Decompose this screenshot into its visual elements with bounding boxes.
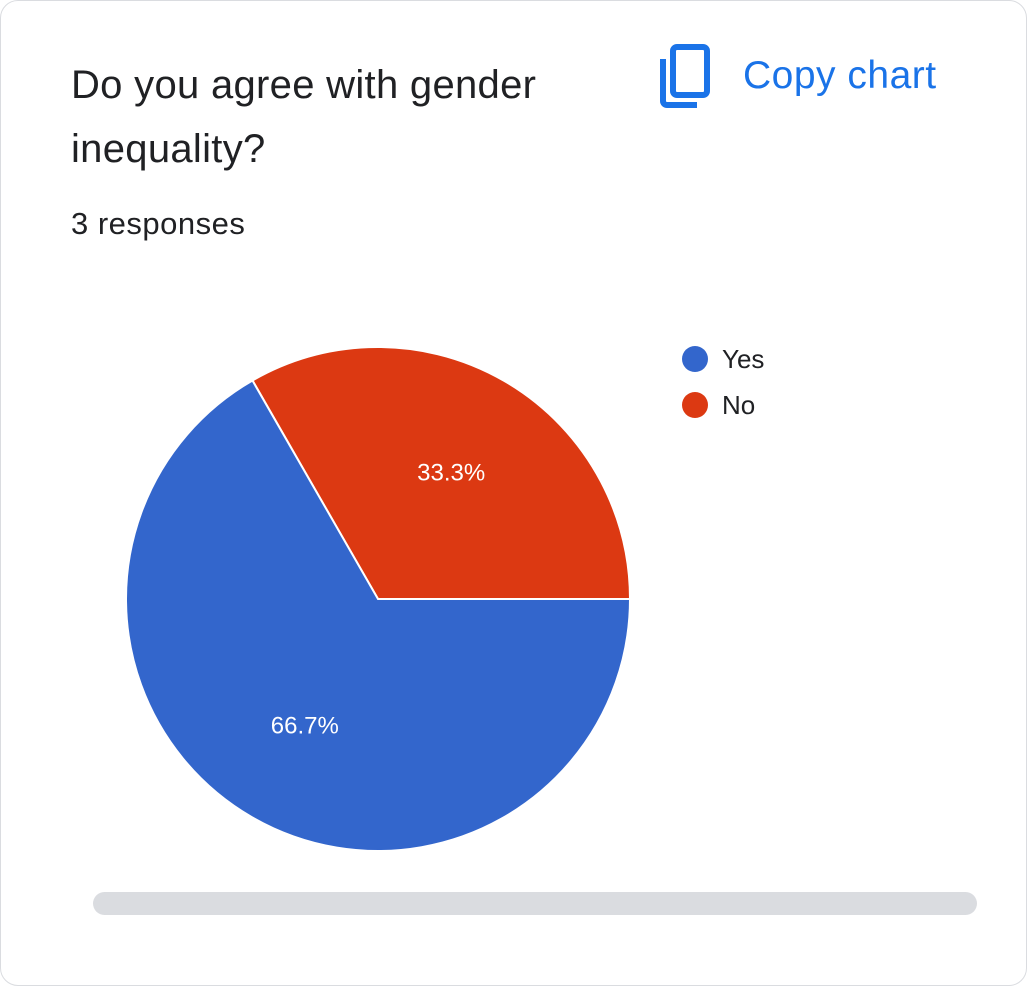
legend-label-no: No	[722, 390, 755, 420]
pie-chart: 33.3% 66.7% Yes No	[125, 344, 764, 852]
legend-marker-yes	[682, 346, 708, 372]
legend-marker-no	[682, 392, 708, 418]
legend-item-no[interactable]: No	[682, 390, 755, 420]
slice-label-no: 33.3%	[417, 459, 485, 486]
question-title: Do you agree with gender inequality?	[71, 63, 537, 171]
legend-label-yes: Yes	[722, 344, 764, 374]
copy-chart-button[interactable]: Copy chart	[657, 43, 937, 109]
horizontal-scrollbar[interactable]	[93, 892, 977, 915]
pie-slice-no[interactable]	[251, 346, 632, 600]
pie-slice-yes[interactable]	[125, 379, 632, 852]
copy-icon	[660, 44, 710, 108]
copy-chart-label: Copy chart	[743, 54, 937, 97]
response-count: 3 responses	[71, 206, 246, 241]
legend-item-yes[interactable]: Yes	[682, 344, 764, 374]
slice-label-yes: 66.7%	[271, 713, 339, 740]
